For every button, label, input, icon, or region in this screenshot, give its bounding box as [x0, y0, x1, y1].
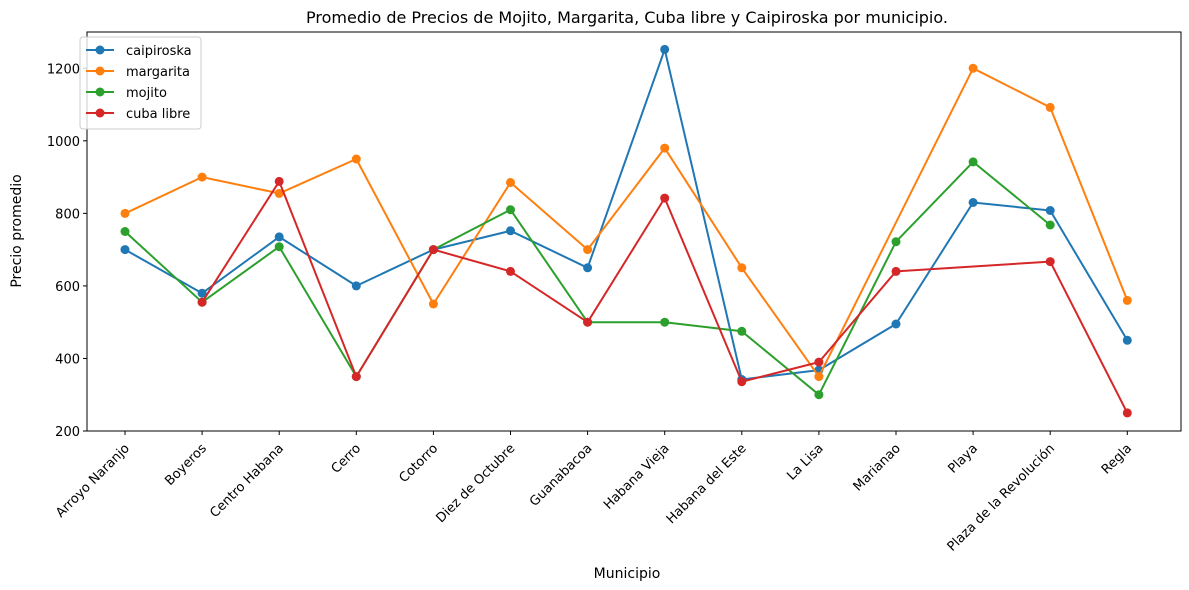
series-cuba-libre: [197, 176, 1132, 418]
data-point: [351, 281, 361, 291]
legend-marker: [95, 87, 105, 97]
legend-entry: cuba libre: [86, 107, 190, 122]
data-point: [737, 377, 747, 387]
legend-entry: mojito: [86, 86, 167, 101]
data-point: [1045, 257, 1055, 267]
data-point: [120, 208, 130, 218]
x-axis-label: Municipio: [594, 566, 661, 582]
data-point: [1122, 335, 1132, 345]
data-point: [506, 266, 515, 276]
data-point: [968, 63, 978, 73]
data-point: [891, 237, 901, 247]
data-point: [737, 263, 747, 273]
data-point: [506, 226, 515, 236]
data-point: [506, 205, 515, 215]
legend: caipiroska margarita mojito cuba libre: [79, 36, 202, 130]
data-point: [274, 176, 284, 186]
data-point: [506, 178, 515, 187]
legend-box: [79, 36, 202, 130]
legend-entry: margarita: [86, 65, 190, 80]
data-point: [891, 266, 901, 276]
legend-marker: [95, 66, 105, 76]
data-point: [274, 188, 284, 198]
data-point: [891, 319, 901, 329]
data-point: [428, 245, 438, 255]
data-point: [428, 299, 438, 309]
data-point: [120, 227, 130, 236]
data-point: [197, 297, 207, 307]
data-point: [120, 245, 130, 255]
y-tick-label: 600: [55, 280, 80, 295]
data-point: [814, 390, 824, 400]
data-point: [1045, 102, 1055, 112]
data-point: [660, 44, 670, 54]
data-point: [274, 232, 284, 242]
data-point: [583, 263, 593, 273]
legend-label: margarita: [126, 65, 190, 80]
y-tick-label: 800: [55, 207, 80, 222]
legend-label: mojito: [126, 86, 167, 101]
legend-label: cuba libre: [126, 107, 190, 122]
data-point: [351, 372, 361, 382]
legend-label: caipiroska: [126, 44, 192, 59]
series-layer: [120, 44, 1132, 418]
legend-marker: [95, 45, 105, 55]
data-point: [1045, 206, 1055, 215]
data-point: [660, 143, 670, 153]
data-point: [737, 326, 747, 336]
series-line: [201, 180, 1129, 414]
data-point: [660, 317, 670, 327]
data-point: [351, 154, 361, 164]
y-tick-label: 1000: [47, 135, 80, 150]
data-point: [968, 198, 978, 207]
legend-marker: [95, 108, 105, 118]
data-point: [814, 357, 824, 367]
data-point: [660, 193, 670, 203]
data-point: [197, 288, 207, 298]
y-tick-label: 1200: [47, 62, 80, 77]
y-tick-label: 400: [55, 352, 80, 367]
data-point: [197, 172, 207, 182]
data-point: [583, 317, 593, 327]
data-point: [1122, 408, 1132, 418]
legend-entry: caipiroska: [86, 44, 192, 59]
data-point: [274, 242, 284, 252]
plot-frame: [86, 31, 1182, 432]
data-point: [814, 372, 824, 382]
y-tick-label: 200: [55, 425, 80, 440]
series-margarita: [120, 63, 1132, 382]
chart-title: Promedio de Precios de Mojito, Margarita…: [306, 8, 948, 27]
series-line: [124, 48, 1129, 381]
data-point: [583, 245, 593, 255]
y-axis: 200 400 600 800 1000 1200: [47, 62, 87, 440]
data-point: [1045, 220, 1055, 230]
data-point: [1122, 295, 1132, 305]
y-axis-label: Precio promedio: [9, 174, 25, 287]
data-point: [968, 157, 978, 167]
